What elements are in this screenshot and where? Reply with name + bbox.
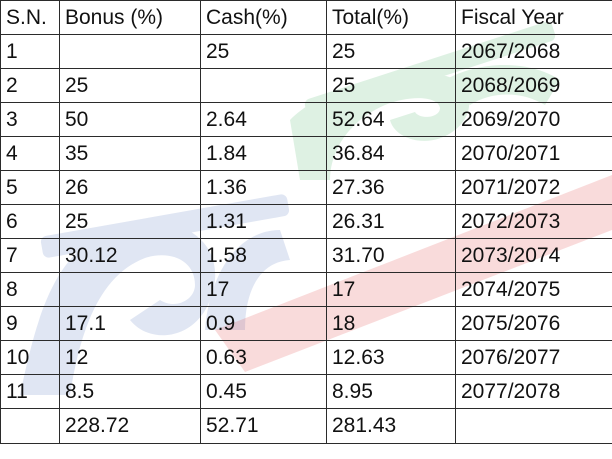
cell-bonus: 25: [59, 68, 201, 103]
cell-sn: 3: [0, 102, 60, 137]
cell-fiscal-year: 2070/2071: [455, 136, 612, 171]
cell-total: 52.64: [326, 102, 456, 137]
cell-total: 25: [326, 68, 456, 103]
cell-total: 27.36: [326, 170, 456, 205]
table-row: 5 26 1.36 27.36 2071/2072: [0, 170, 612, 205]
cell-fiscal-year: 2077/2078: [455, 374, 612, 409]
cell-fiscal-year: 2069/2070: [455, 102, 612, 137]
cell-total: 18: [326, 306, 456, 341]
cell-total: 17: [326, 272, 456, 307]
cell-bonus: 12: [59, 340, 201, 375]
header-cash: Cash(%): [200, 0, 327, 35]
cell-bonus: 8.5: [59, 374, 201, 409]
cell-fiscal-year: 2067/2068: [455, 34, 612, 69]
cell-total: 31.70: [326, 238, 456, 273]
table-row: 10 12 0.63 12.63 2076/2077: [0, 340, 612, 375]
table-header-row: S.N. Bonus (%) Cash(%) Total(%) Fiscal Y…: [0, 0, 612, 35]
table-totals-row: 228.72 52.71 281.43: [0, 408, 612, 444]
cell-total: 36.84: [326, 136, 456, 171]
header-bonus: Bonus (%): [59, 0, 201, 35]
table-row: 7 30.12 1.58 31.70 2073/2074: [0, 238, 612, 273]
cell-cash: 1.58: [200, 238, 327, 273]
cell-cash: 1.36: [200, 170, 327, 205]
cell-fiscal-year: 2073/2074: [455, 238, 612, 273]
table-row: 4 35 1.84 36.84 2070/2071: [0, 136, 612, 171]
total-bonus: 228.72: [59, 408, 201, 444]
cell-fiscal-year: 2074/2075: [455, 272, 612, 307]
cell-fiscal-year: 2068/2069: [455, 68, 612, 103]
header-sn: S.N.: [0, 0, 60, 35]
cell-bonus: 25: [59, 204, 201, 239]
cell-total: 8.95: [326, 374, 456, 409]
total-sn: [0, 408, 60, 444]
cell-bonus: [59, 34, 201, 69]
cell-sn: 6: [0, 204, 60, 239]
table-row: 1 25 25 2067/2068: [0, 34, 612, 69]
cell-cash: [200, 68, 327, 103]
table-row: 8 17 17 2074/2075: [0, 272, 612, 307]
cell-fiscal-year: 2075/2076: [455, 306, 612, 341]
cell-cash: 1.84: [200, 136, 327, 171]
header-total: Total(%): [326, 0, 456, 35]
header-fiscal-year: Fiscal Year: [455, 0, 612, 35]
cell-cash: 0.9: [200, 306, 327, 341]
cell-sn: 8: [0, 272, 60, 307]
cell-cash: 25: [200, 34, 327, 69]
cell-bonus: 30.12: [59, 238, 201, 273]
cell-sn: 1: [0, 34, 60, 69]
table-row: 11 8.5 0.45 8.95 2077/2078: [0, 374, 612, 409]
cell-sn: 7: [0, 238, 60, 273]
cell-sn: 10: [0, 340, 60, 375]
total-fiscal-year: [455, 408, 612, 444]
cell-sn: 4: [0, 136, 60, 171]
cell-bonus: [59, 272, 201, 307]
cell-cash: 1.31: [200, 204, 327, 239]
cell-sn: 11: [0, 374, 60, 409]
cell-bonus: 35: [59, 136, 201, 171]
table-row: 2 25 25 2068/2069: [0, 68, 612, 103]
cell-total: 12.63: [326, 340, 456, 375]
cell-bonus: 26: [59, 170, 201, 205]
cell-cash: 0.63: [200, 340, 327, 375]
cell-sn: 2: [0, 68, 60, 103]
cell-fiscal-year: 2072/2073: [455, 204, 612, 239]
total-total: 281.43: [326, 408, 456, 444]
cell-fiscal-year: 2076/2077: [455, 340, 612, 375]
cell-sn: 5: [0, 170, 60, 205]
total-cash: 52.71: [200, 408, 327, 444]
dividend-table: S.N. Bonus (%) Cash(%) Total(%) Fiscal Y…: [0, 0, 612, 444]
cell-bonus: 50: [59, 102, 201, 137]
cell-total: 26.31: [326, 204, 456, 239]
cell-total: 25: [326, 34, 456, 69]
cell-cash: 0.45: [200, 374, 327, 409]
table-row: 3 50 2.64 52.64 2069/2070: [0, 102, 612, 137]
cell-cash: 2.64: [200, 102, 327, 137]
cell-sn: 9: [0, 306, 60, 341]
cell-bonus: 17.1: [59, 306, 201, 341]
table-row: 6 25 1.31 26.31 2072/2073: [0, 204, 612, 239]
cell-fiscal-year: 2071/2072: [455, 170, 612, 205]
table-row: 9 17.1 0.9 18 2075/2076: [0, 306, 612, 341]
cell-cash: 17: [200, 272, 327, 307]
